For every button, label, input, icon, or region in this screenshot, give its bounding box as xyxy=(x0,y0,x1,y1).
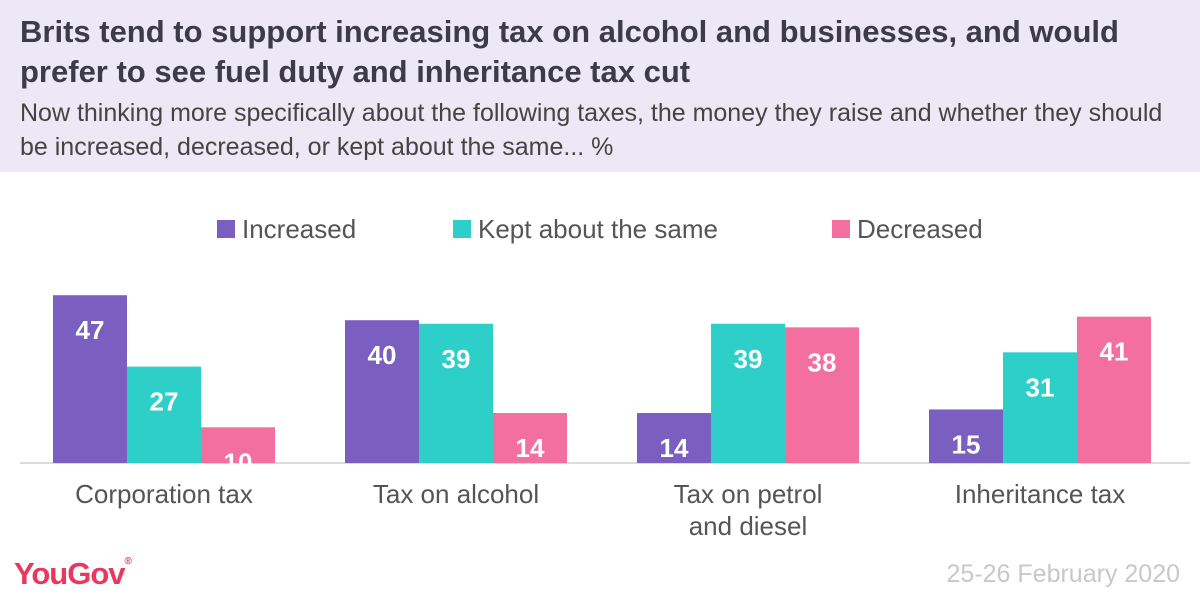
bar-tax-on-alcohol-same xyxy=(419,323,493,463)
yougov-logo: YouGov® xyxy=(14,556,132,591)
bar-inheritance-tax-decreased xyxy=(1077,316,1151,463)
chart-title: Brits tend to support increasing tax on … xyxy=(20,14,1119,89)
data-label-corporation-tax-increased: 47 xyxy=(76,315,105,345)
brand-name: YouGov xyxy=(14,556,126,591)
data-label-corporation-tax-same: 27 xyxy=(150,387,179,417)
chart-legend: Increased Kept about the same Decreased xyxy=(0,212,1200,246)
chart-subtitle: Now thinking more specifically about the… xyxy=(20,99,1163,161)
bar-tax-on-petrol-and-diesel-same xyxy=(711,323,785,463)
bar-corporation-tax-same xyxy=(127,366,201,463)
legend-swatch-decreased xyxy=(832,220,850,238)
bar-tax-on-alcohol-increased xyxy=(345,320,419,463)
legend-item-same: Kept about the same xyxy=(453,212,718,246)
bar-tax-on-petrol-and-diesel-increased xyxy=(637,413,711,463)
bar-inheritance-tax-same xyxy=(1003,352,1077,463)
data-label-corporation-tax-decreased: 10 xyxy=(224,447,253,477)
bar-tax-on-alcohol-decreased xyxy=(493,413,567,463)
bar-corporation-tax-increased xyxy=(53,295,127,463)
bar-inheritance-tax-increased xyxy=(929,409,1003,463)
data-label-tax-on-alcohol-decreased: 14 xyxy=(516,433,545,463)
chart-header: Brits tend to support increasing tax on … xyxy=(0,0,1200,172)
data-label-inheritance-tax-same: 31 xyxy=(1026,372,1055,402)
legend-label-same: Kept about the same xyxy=(478,213,718,244)
data-label-tax-on-alcohol-increased: 40 xyxy=(368,340,397,370)
data-label-tax-on-alcohol-same: 39 xyxy=(442,344,471,374)
category-label-tax-on-alcohol: Tax on alcohol xyxy=(373,479,539,509)
legend-label-decreased: Decreased xyxy=(857,213,983,244)
data-label-inheritance-tax-increased: 15 xyxy=(952,429,981,459)
fieldwork-date: 25-26 February 2020 xyxy=(946,560,1180,588)
category-label-tax-on-petrol-and-diesel: Tax on petrol and diesel xyxy=(674,479,823,541)
legend-swatch-increased xyxy=(217,220,235,238)
data-label-inheritance-tax-decreased: 41 xyxy=(1100,337,1129,367)
bar-tax-on-petrol-and-diesel-decreased xyxy=(785,327,859,463)
legend-item-increased: Increased xyxy=(217,212,356,246)
legend-label-increased: Increased xyxy=(242,213,357,244)
category-label-corporation-tax: Corporation tax xyxy=(75,479,253,509)
category-label-inheritance-tax: Inheritance tax xyxy=(955,479,1126,509)
data-label-tax-on-petrol-and-diesel-decreased: 38 xyxy=(808,347,837,377)
bar-corporation-tax-decreased xyxy=(201,427,275,463)
data-label-tax-on-petrol-and-diesel-increased: 14 xyxy=(660,433,689,463)
legend-swatch-same xyxy=(453,220,471,238)
legend-item-decreased: Decreased xyxy=(832,212,983,246)
data-label-tax-on-petrol-and-diesel-same: 39 xyxy=(734,344,763,374)
